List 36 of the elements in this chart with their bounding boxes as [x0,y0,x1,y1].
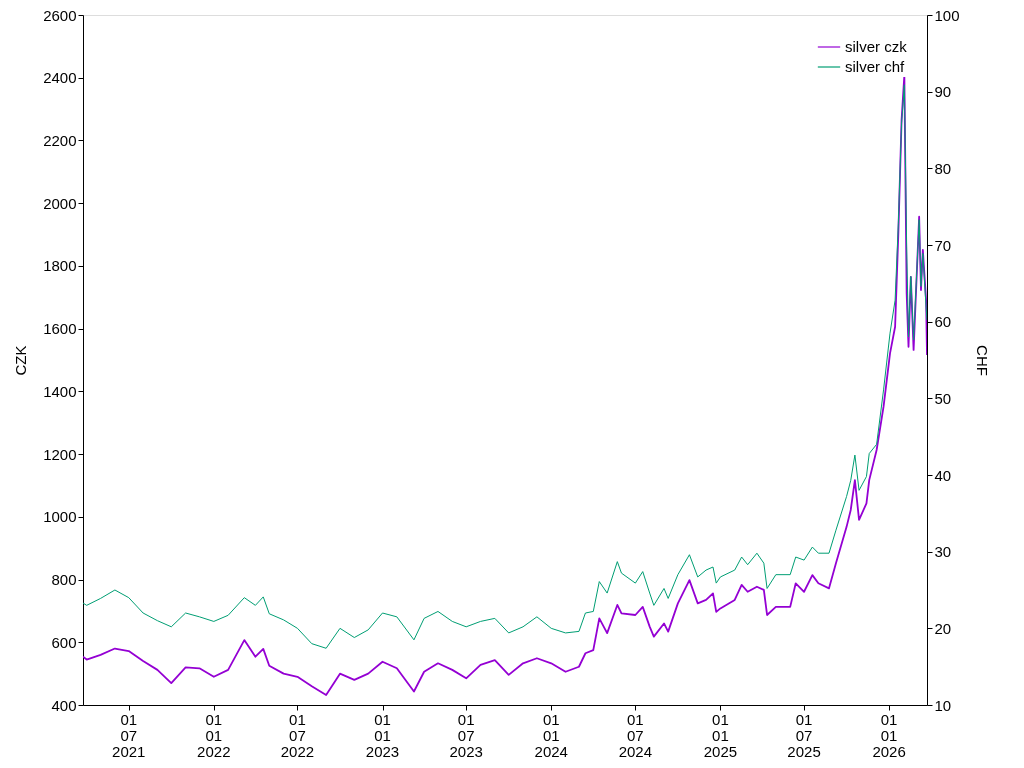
y-tick-label: 1400 [43,382,77,400]
y-tick-label: 1600 [43,320,77,338]
y2-axis-title: CHF [973,345,991,376]
x-tick-label: 01 01 2025 [703,711,738,760]
x-tick-label: 01 01 2023 [365,711,400,760]
y2-tick-label: 10 [934,696,952,714]
y2-tick-label: 70 [934,236,952,254]
y-tick-label: 1200 [43,445,77,463]
y-tick-label: 2000 [43,194,77,212]
y-tick-label: 2600 [43,6,77,24]
x-tick-label: 01 07 2022 [280,711,315,760]
y-tick-label: 2400 [43,69,77,87]
x-tick-label: 01 01 2022 [197,711,231,760]
y-tick-label: 800 [51,571,77,589]
x-tick-label: 01 07 2025 [787,711,821,760]
y-tick-label: 600 [51,633,77,651]
y-tick-label: 1800 [43,257,77,275]
y2-tick-label: 40 [934,466,952,484]
y-tick-label: 1000 [43,508,77,526]
y-tick-label: 400 [51,696,77,714]
legend-label: silver chf [845,58,906,75]
y2-tick-label: 100 [934,6,960,24]
legend-label: silver czk [845,38,908,55]
y-tick-label: 2200 [43,131,77,149]
x-tick-label: 01 07 2023 [449,711,483,760]
x-tick-label: 01 01 2024 [534,711,568,760]
y2-tick-label: 90 [934,83,952,101]
y2-tick-label: 30 [934,543,952,561]
y2-tick-label: 50 [934,389,952,407]
x-tick-label: 01 07 2021 [112,711,146,760]
y2-tick-label: 80 [934,159,952,177]
y-axis-title: CZK [12,345,30,376]
y2-tick-label: 20 [934,619,952,637]
x-tick-label: 01 07 2024 [618,711,653,760]
y2-tick-label: 60 [934,313,952,331]
x-tick-label: 01 01 2026 [872,711,906,760]
